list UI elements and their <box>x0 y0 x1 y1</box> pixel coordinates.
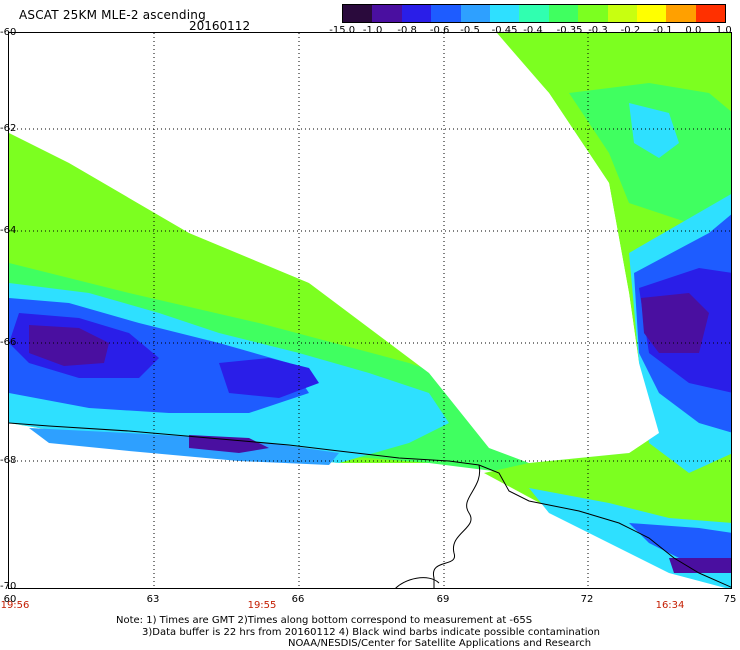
colorbar-label: 0.0 <box>685 25 702 36</box>
colorbar-label: -0.5 <box>460 25 480 36</box>
colorbar-segment <box>695 5 726 22</box>
map-date: 20160112 <box>189 19 251 33</box>
colorbar-label: -0.45 <box>491 25 518 36</box>
coastline <box>9 422 731 588</box>
colorbar <box>342 4 726 23</box>
swath-light-blue-band <box>29 428 339 465</box>
colorbar-label: -0.4 <box>523 25 543 36</box>
map-canvas <box>9 33 731 588</box>
note-line-3: NOAA/NESDIS/Center for Satellite Applica… <box>288 638 592 649</box>
lat-label: -60 <box>0 27 17 38</box>
swath-lower-purple <box>669 558 731 573</box>
lat-label: -70 <box>0 581 17 592</box>
map-title: ASCAT 25KM MLE-2 ascending <box>19 8 206 22</box>
colorbar-label: -0.35 <box>556 25 583 36</box>
note-line-2: 3)Data buffer is 22 hrs from 20160112 4)… <box>142 627 600 638</box>
colorbar-label: -0.3 <box>588 25 608 36</box>
lon-label: 69 <box>436 594 450 605</box>
colorbar-segment <box>460 5 490 22</box>
colorbar-segment <box>666 5 696 22</box>
colorbar-label: -0.1 <box>653 25 673 36</box>
swath-blue-patch <box>219 358 319 398</box>
colorbar-label: -15.0 <box>329 25 356 36</box>
map-plot[interactable] <box>8 32 732 589</box>
colorbar-segment <box>607 5 637 22</box>
colorbar-label: 1.0 <box>715 25 732 36</box>
lon-label: 75 <box>723 594 737 605</box>
colorbar-segment <box>372 5 402 22</box>
note-line-1: Note: 1) Times are GMT 2)Times along bot… <box>116 615 533 626</box>
lon-label: 63 <box>146 594 160 605</box>
colorbar-labels: -15.0 -1.0 -0.8 -0.6 -0.5 -0.45 -0.4 -0.… <box>329 25 736 39</box>
lat-label: -68 <box>0 455 17 466</box>
lon-label: 72 <box>580 594 594 605</box>
swath-purple-strip <box>189 435 269 453</box>
colorbar-label: -1.0 <box>362 25 383 36</box>
colorbar-segment <box>548 5 579 22</box>
swath-purple-region <box>29 325 109 366</box>
lat-label: -64 <box>0 225 17 236</box>
coastline-inland-2 <box>395 577 440 588</box>
coastline-inland <box>433 464 481 588</box>
lon-label: 60 <box>3 594 17 605</box>
data-gap <box>9 33 659 463</box>
colorbar-label: -0.8 <box>397 25 417 36</box>
lat-label: -62 <box>0 123 17 134</box>
time-label: 16:34 <box>655 600 685 611</box>
colorbar-segment <box>578 5 608 22</box>
colorbar-label: -0.6 <box>429 25 450 36</box>
lon-label: 66 <box>291 594 305 605</box>
swath-right-greenish <box>569 83 731 233</box>
colorbar-segment <box>343 5 373 22</box>
colorbar-segment <box>401 5 432 22</box>
colorbar-label: -0.2 <box>620 25 641 36</box>
colorbar-segment <box>431 5 461 22</box>
time-label: 19:56 <box>0 600 30 611</box>
lat-label: -66 <box>0 337 17 348</box>
swath-right-purple <box>641 293 709 353</box>
grid <box>9 33 731 588</box>
colorbar-segment <box>519 5 549 22</box>
colorbar-segment <box>636 5 667 22</box>
colorbar-segment <box>489 5 520 22</box>
time-label: 19:55 <box>247 600 277 611</box>
swath-right-cyan <box>629 103 679 158</box>
